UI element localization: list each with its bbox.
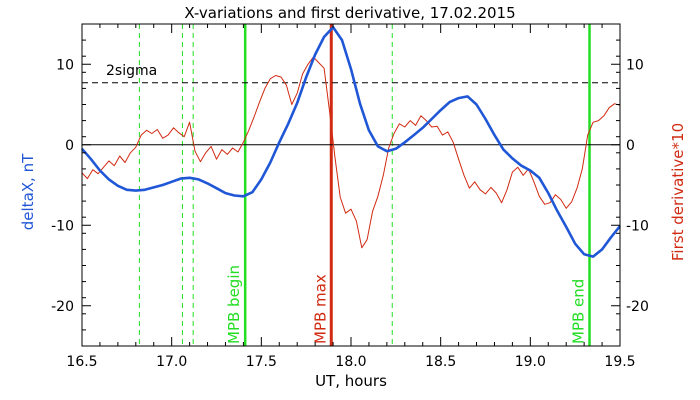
x-tick-label: 16.5 (66, 354, 97, 370)
y-tick-label-right: -10 (626, 218, 649, 234)
y-tick-label-right: 10 (626, 57, 644, 73)
y-tick-label-right: 0 (626, 138, 635, 154)
axes: 16.5 17.0 17.5 18.0 18.5 19.0 19.5 10 10 0 0 -10 -10… (51, 23, 649, 370)
y-axis-label-right: First derivative*10 (669, 123, 687, 261)
x-tick-label: 19.5 (604, 354, 635, 370)
y-tick-label-left: -20 (51, 299, 74, 315)
x-tick-label: 17.0 (156, 354, 187, 370)
x-tick-label: 18.0 (335, 354, 366, 370)
mpb-end-label: MPB end (570, 279, 588, 344)
x-axis-label: UT, hours (315, 372, 387, 390)
y-tick-label-left: -10 (51, 218, 74, 234)
y-tick-label-right: -20 (626, 299, 649, 315)
derivative-series-line (81, 56, 621, 249)
y-axis-label-left: deltaX, nT (19, 153, 37, 230)
chart-title: X-variations and first derivative, 17.02… (184, 4, 515, 22)
reference-lines (82, 82, 620, 146)
x-tick-label: 17.5 (246, 354, 277, 370)
deltax-series-line (81, 25, 622, 258)
y-tick-label-left: 0 (65, 138, 74, 154)
sigma-label: 2sigma (106, 63, 157, 79)
mpb-max-label: MPB max (311, 274, 329, 344)
series-lines (81, 25, 622, 258)
x-tick-label: 18.5 (425, 354, 456, 370)
event-lines: MPB begin MPB max MPB end (138, 24, 591, 346)
x-tick-label: 19.0 (515, 354, 546, 370)
y-tick-label-left: 10 (56, 57, 74, 73)
mpb-begin-label: MPB begin (225, 265, 243, 344)
